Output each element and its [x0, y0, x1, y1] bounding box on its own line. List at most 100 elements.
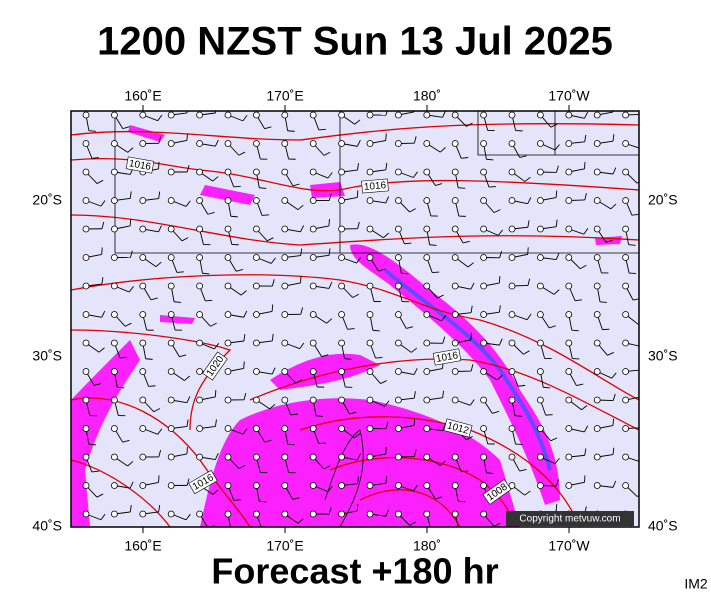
wind-barb [139, 450, 162, 461]
wind-barb [366, 254, 386, 272]
barb-feather [527, 220, 530, 228]
wind-barb [139, 111, 163, 122]
barb-feather [349, 411, 357, 415]
wind-barb [593, 254, 609, 274]
wind-barb [537, 190, 558, 204]
barb-feather [543, 386, 551, 389]
barb-station [139, 197, 147, 204]
barb-feather [318, 442, 326, 444]
wind-barb [309, 507, 332, 518]
lon-label: 170˚W [548, 538, 590, 554]
wind-barb [252, 396, 276, 410]
barb-station [451, 368, 459, 375]
barb-feather [372, 329, 380, 332]
barb-feather [354, 119, 361, 125]
wind-barb [565, 425, 589, 433]
barb-feather [581, 405, 588, 411]
barb-station [366, 254, 374, 261]
barb-station [338, 111, 346, 119]
barb-feather [442, 336, 446, 344]
wind-barb [224, 334, 246, 347]
wind-barb [537, 425, 558, 442]
barb-station [593, 225, 601, 233]
barb-feather [262, 528, 269, 529]
barb-station [167, 368, 175, 375]
barb-feather [555, 252, 560, 260]
barb-station [565, 368, 573, 375]
barb-station [111, 396, 118, 404]
barb-station [196, 368, 204, 375]
barb-station [508, 482, 516, 489]
barb-station [196, 311, 204, 318]
wind-barb [139, 191, 161, 204]
wind-barb [508, 168, 531, 182]
barb-feather [129, 481, 134, 489]
wind-barb [537, 252, 560, 261]
barb-feather [579, 264, 587, 270]
barb-station [480, 453, 488, 461]
wind-barb [508, 311, 532, 321]
barb-station [451, 197, 459, 204]
barb-station [338, 254, 346, 261]
wind-barb [622, 140, 639, 149]
barb-station [167, 111, 175, 119]
wind-barb [196, 389, 217, 404]
barb-feather [328, 193, 332, 201]
barb-station [309, 453, 317, 461]
barb-feather [439, 147, 446, 153]
barb-station [423, 254, 431, 261]
wind-barb [196, 311, 217, 327]
lon-label: 180˚ [413, 88, 441, 104]
barb-station [537, 368, 544, 375]
wind-barb [82, 197, 106, 207]
wind-barb [139, 311, 154, 331]
barb-station [423, 482, 431, 489]
barb-station [82, 311, 90, 318]
lat-label: 30˚S [32, 348, 62, 364]
barb-feather [385, 447, 387, 455]
wind-barb [309, 140, 331, 156]
wind-barb [82, 310, 106, 318]
barb-station [366, 197, 374, 204]
barb-station [366, 368, 374, 375]
barb-station [224, 282, 232, 290]
wind-barb [224, 361, 245, 375]
wind-barb [338, 425, 361, 439]
wind-barb [480, 510, 501, 527]
wind-barb [82, 221, 105, 233]
barb-feather [550, 123, 558, 128]
barb-feather [124, 322, 132, 327]
wind-barb [451, 282, 475, 290]
isobar-label: 1016 [432, 348, 462, 366]
barb-feather [186, 133, 188, 141]
wind-barb [423, 168, 443, 186]
barb-feather [498, 276, 501, 284]
wind-barb [423, 482, 443, 500]
wind-barb [622, 311, 639, 325]
barb-station [451, 396, 459, 404]
barb-station [338, 482, 346, 489]
wind-barb [338, 111, 361, 125]
barb-station [537, 453, 544, 461]
wind-barb [423, 282, 444, 299]
barb-feather [413, 418, 416, 426]
wind-barb [622, 197, 639, 216]
barb-feather [632, 528, 639, 529]
wind-barb [593, 418, 615, 432]
barb-station [139, 368, 147, 375]
wind-barb [366, 509, 390, 518]
wind-barb [338, 163, 359, 176]
isobar-label-text: 1016 [435, 350, 459, 365]
barb-feather [300, 225, 304, 233]
lon-label: 160˚E [124, 88, 161, 104]
wind-barb [394, 225, 412, 245]
barb-station [394, 368, 402, 375]
wind-barb [480, 453, 494, 474]
wind-barb [451, 453, 469, 473]
barb-station [281, 254, 289, 261]
wind-barb [508, 368, 526, 387]
wind-barb [593, 339, 614, 356]
wind-barb [394, 311, 414, 329]
barb-feather [385, 133, 387, 141]
barb-feather [292, 183, 300, 187]
